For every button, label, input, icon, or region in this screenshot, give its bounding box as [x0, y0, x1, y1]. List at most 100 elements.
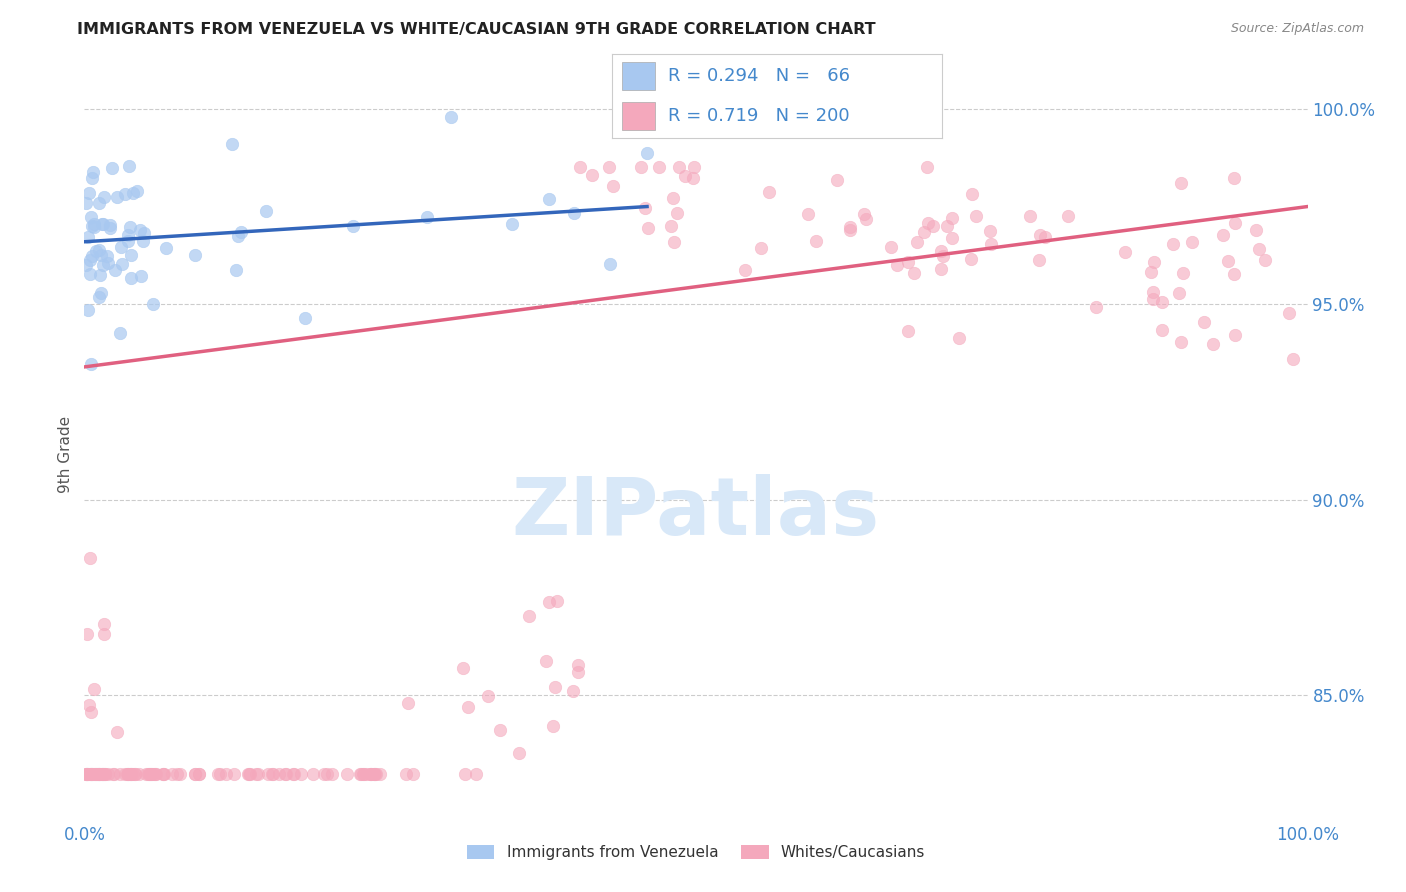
Point: [142, 297, 165, 311]
Point: [135, 766, 157, 780]
Point: [262, 766, 284, 780]
Point: [94, 766, 117, 780]
Point: [363, 766, 385, 780]
Point: [138, 766, 160, 780]
Point: [224, 766, 246, 780]
Point: [238, 766, 260, 780]
Point: [118, 219, 141, 234]
Point: [562, 206, 585, 220]
Point: [290, 766, 312, 780]
Point: [633, 201, 655, 215]
Point: [880, 240, 903, 254]
Point: [1142, 285, 1164, 300]
Point: [105, 725, 128, 739]
Point: [79, 705, 101, 719]
Point: [246, 766, 269, 780]
Point: [117, 766, 139, 780]
Point: [502, 217, 524, 231]
Point: [477, 689, 499, 703]
Point: [75, 196, 97, 211]
Point: [138, 766, 160, 780]
Point: [91, 258, 114, 272]
Point: [80, 249, 103, 263]
Point: [93, 627, 115, 641]
Point: [77, 186, 100, 200]
Point: [166, 766, 188, 780]
Point: [546, 594, 568, 608]
Point: [188, 766, 211, 780]
Point: [90, 766, 112, 780]
Point: [87, 243, 110, 257]
Point: [402, 766, 425, 780]
Point: [127, 185, 149, 199]
Point: [363, 766, 385, 780]
Point: [321, 766, 343, 780]
Point: [269, 766, 291, 780]
Point: [941, 231, 963, 245]
Point: [1142, 292, 1164, 306]
Point: [599, 257, 621, 271]
Point: [661, 191, 683, 205]
Text: R = 0.294   N =   66: R = 0.294 N = 66: [668, 67, 849, 85]
Point: [274, 766, 297, 780]
Point: [581, 169, 603, 183]
Point: [225, 263, 247, 277]
Point: [87, 290, 110, 304]
Point: [215, 766, 238, 780]
Point: [897, 324, 920, 338]
Point: [124, 766, 146, 780]
Point: [80, 170, 103, 185]
Point: [749, 241, 772, 255]
Point: [101, 161, 124, 175]
Point: [855, 212, 877, 227]
Point: [1223, 327, 1246, 342]
Point: [208, 766, 231, 780]
Point: [1152, 323, 1174, 337]
Point: [979, 224, 1001, 238]
Point: [353, 766, 375, 780]
Point: [1244, 223, 1267, 237]
Point: [93, 190, 115, 204]
Point: [1212, 227, 1234, 242]
Point: [75, 766, 97, 780]
Point: [108, 766, 131, 780]
Point: [537, 595, 560, 609]
Point: [183, 766, 205, 780]
Point: [312, 766, 335, 780]
Point: [104, 263, 127, 277]
Point: [80, 766, 103, 780]
Point: [350, 766, 373, 780]
Point: [91, 217, 114, 231]
Point: [82, 165, 104, 179]
Point: [283, 766, 305, 780]
Point: [294, 311, 316, 326]
Point: [77, 303, 100, 318]
Point: [637, 221, 659, 235]
Point: [184, 247, 207, 261]
Point: [96, 249, 118, 263]
Point: [152, 766, 174, 780]
Point: [1223, 215, 1246, 229]
Point: [354, 766, 377, 780]
Point: [98, 218, 121, 232]
Point: [118, 159, 141, 173]
Point: [103, 766, 125, 780]
Point: [82, 766, 104, 780]
Point: [129, 223, 152, 237]
Point: [734, 262, 756, 277]
Point: [538, 192, 561, 206]
Point: [90, 248, 112, 262]
Point: [666, 206, 689, 220]
Point: [118, 766, 141, 780]
Point: [93, 617, 115, 632]
Text: ZIPatlas: ZIPatlas: [512, 475, 880, 552]
Point: [682, 161, 704, 175]
Point: [519, 608, 541, 623]
Point: [87, 766, 110, 780]
Point: [83, 220, 105, 235]
Point: [489, 723, 512, 738]
Point: [336, 766, 359, 780]
Point: [543, 718, 565, 732]
Point: [457, 699, 479, 714]
Point: [245, 766, 267, 780]
